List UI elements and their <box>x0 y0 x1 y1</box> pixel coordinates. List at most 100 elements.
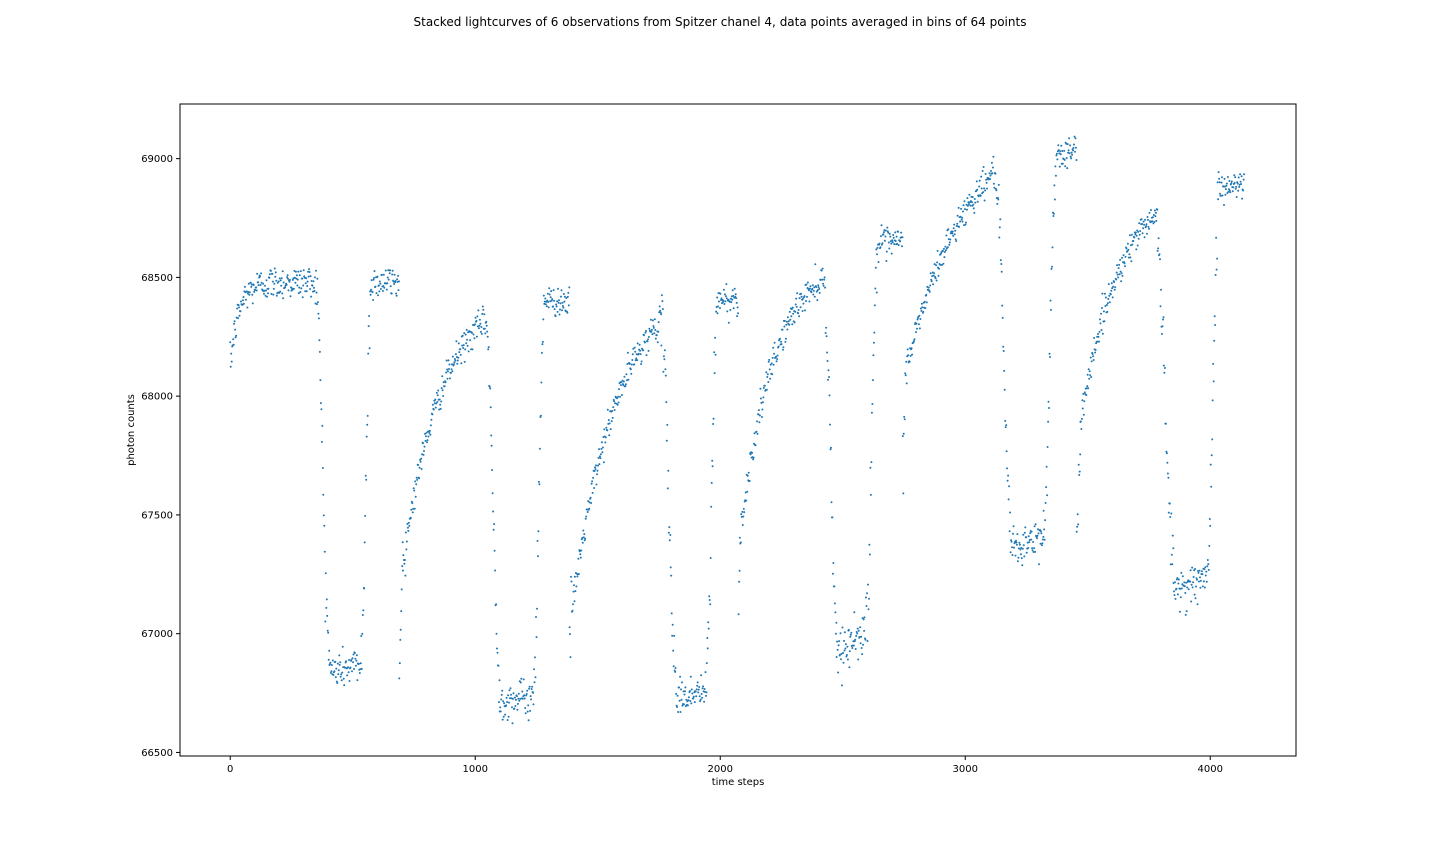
data-point <box>631 353 634 356</box>
data-point <box>229 341 232 344</box>
data-point <box>714 353 717 356</box>
data-point <box>600 447 603 450</box>
data-point <box>844 643 847 646</box>
data-point <box>727 321 730 324</box>
data-point <box>441 389 444 392</box>
data-point <box>862 618 865 621</box>
data-point <box>671 623 674 626</box>
data-point <box>1004 426 1007 429</box>
data-point <box>977 195 980 198</box>
data-point <box>1169 516 1172 518</box>
data-point <box>511 722 514 725</box>
data-point <box>997 183 1000 186</box>
data-point <box>608 422 611 425</box>
data-point <box>835 621 838 624</box>
data-point <box>556 310 559 313</box>
data-point <box>1191 566 1194 569</box>
data-point <box>344 666 347 669</box>
data-point <box>603 428 606 431</box>
data-point <box>968 193 971 196</box>
data-point <box>355 659 358 662</box>
data-point <box>1117 267 1120 270</box>
data-point <box>500 698 503 701</box>
data-point <box>690 702 693 705</box>
data-point <box>351 657 354 660</box>
data-point <box>457 342 460 345</box>
data-point <box>1197 570 1199 572</box>
data-point <box>943 256 946 259</box>
data-point <box>831 516 834 519</box>
data-point <box>381 290 384 292</box>
data-point <box>479 330 482 333</box>
data-point <box>337 669 340 672</box>
data-point <box>606 429 609 432</box>
data-point <box>998 236 1001 239</box>
data-point <box>687 696 690 699</box>
data-point <box>597 464 599 467</box>
data-point <box>681 704 684 707</box>
data-point <box>945 234 948 237</box>
data-point <box>1235 185 1238 188</box>
data-point <box>800 292 803 295</box>
data-point <box>719 292 722 295</box>
data-point <box>1185 581 1188 584</box>
data-point <box>1205 570 1208 573</box>
data-point <box>1090 360 1093 363</box>
data-point <box>482 308 485 311</box>
data-point <box>701 687 704 690</box>
data-point <box>1198 569 1201 572</box>
data-point <box>1029 532 1032 535</box>
data-point <box>260 281 263 284</box>
data-point <box>649 318 652 321</box>
data-point <box>1083 391 1086 394</box>
data-point <box>1041 542 1044 545</box>
data-point <box>1098 330 1101 333</box>
data-point <box>735 297 738 300</box>
data-point <box>662 355 665 358</box>
data-point <box>772 346 775 349</box>
data-point <box>253 290 256 293</box>
data-point <box>858 636 861 638</box>
data-point <box>250 283 253 286</box>
data-point <box>595 464 597 467</box>
data-point <box>287 277 289 280</box>
data-point <box>1141 232 1144 235</box>
data-point <box>448 363 451 366</box>
data-point <box>409 516 412 519</box>
data-point <box>696 684 699 687</box>
data-point <box>1119 270 1122 273</box>
data-point <box>827 378 829 381</box>
data-point <box>799 306 802 309</box>
data-point <box>755 430 758 433</box>
data-point <box>1142 220 1145 223</box>
data-point <box>779 337 781 340</box>
data-point <box>240 300 242 303</box>
data-point <box>775 360 778 363</box>
data-point <box>868 543 871 546</box>
data-point <box>878 242 881 245</box>
data-point <box>1110 289 1113 292</box>
data-point <box>599 453 602 456</box>
data-point <box>834 611 837 614</box>
data-point <box>930 280 933 283</box>
data-point <box>522 678 525 681</box>
data-point <box>443 385 446 388</box>
data-point <box>967 203 970 206</box>
data-point <box>320 440 323 443</box>
data-point <box>509 697 511 700</box>
data-point <box>438 398 441 401</box>
data-point <box>1238 185 1241 188</box>
data-point <box>316 301 319 304</box>
data-point <box>459 353 462 356</box>
data-point <box>962 210 964 213</box>
data-point <box>438 408 441 411</box>
data-point <box>1124 255 1127 258</box>
data-point <box>1003 369 1006 372</box>
data-point <box>1068 137 1071 140</box>
data-point <box>705 662 708 665</box>
data-point <box>598 455 601 458</box>
data-point <box>1217 171 1220 174</box>
data-point <box>1058 152 1061 155</box>
data-point <box>1088 370 1091 373</box>
data-point <box>1050 308 1052 311</box>
